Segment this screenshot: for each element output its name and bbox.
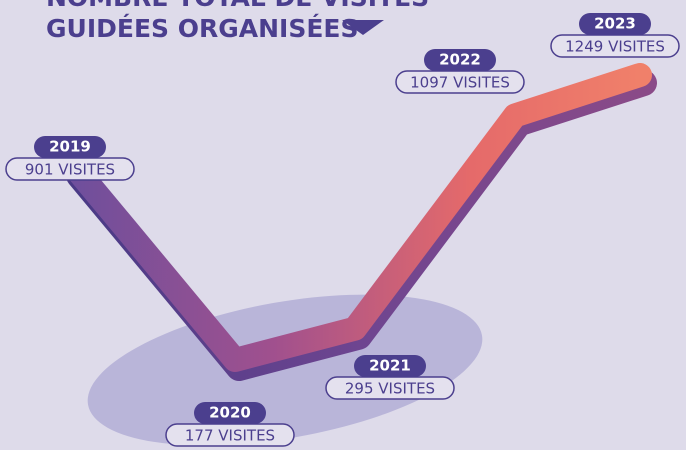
value-label: 1097 VISITES [410,74,510,92]
value-label: 1249 VISITES [565,38,665,56]
year-label: 2020 [209,404,251,422]
value-label: 177 VISITES [185,427,275,445]
year-label: 2021 [369,357,411,375]
chart-title: NOMBRE TOTAL DE VISITES [46,0,429,12]
year-label: 2019 [49,138,91,156]
year-label: 2023 [594,15,636,33]
value-label: 295 VISITES [345,380,435,398]
chart: NOMBRE TOTAL DE VISITES GUIDÉES ORGANISÉ… [0,0,686,450]
value-label: 901 VISITES [25,161,115,179]
year-label: 2022 [439,51,481,69]
chart-title: GUIDÉES ORGANISÉES [46,14,359,43]
